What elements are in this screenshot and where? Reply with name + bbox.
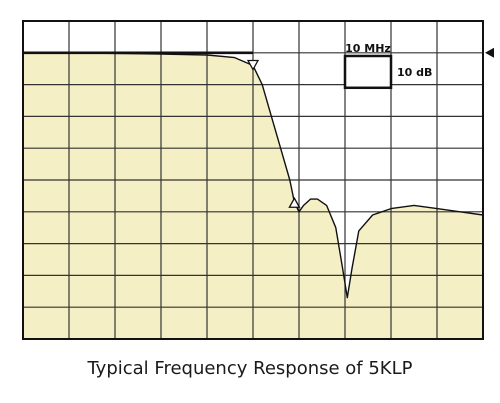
marker-triangle-down xyxy=(246,59,260,71)
horizontal-scale-label: 10 MHz xyxy=(345,42,391,55)
vertical-scale-label: 10 dB xyxy=(397,66,432,79)
marker-triangle-up xyxy=(288,196,301,208)
plot-frame xyxy=(22,20,484,340)
reference-level-arrow xyxy=(485,47,494,58)
response-trace xyxy=(23,52,484,299)
plot-area xyxy=(22,20,484,340)
scale-indicator-box xyxy=(343,54,393,90)
markers xyxy=(246,59,301,208)
chart-caption: Typical Frequency Response of 5KLP xyxy=(87,358,413,379)
frequency-response-chart: 10 MHz 10 dB xyxy=(22,20,494,340)
scale-indicator: 10 MHz 10 dB xyxy=(343,42,432,90)
